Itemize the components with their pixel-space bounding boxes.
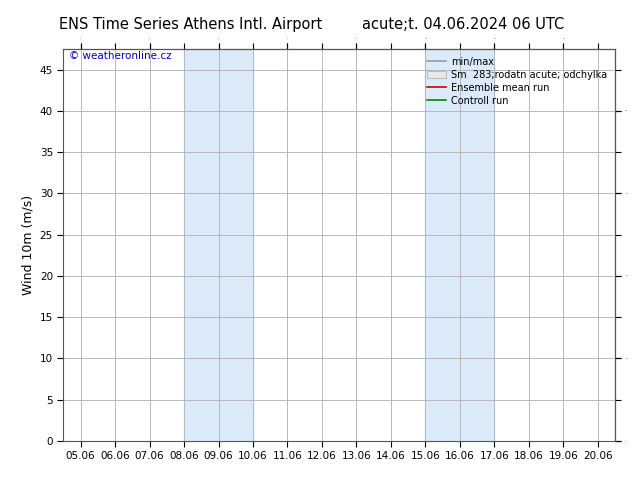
Text: ENS Time Series Athens Intl. Airport: ENS Time Series Athens Intl. Airport	[58, 17, 322, 32]
Legend: min/max, Sm  283;rodatn acute; odchylka, Ensemble mean run, Controll run: min/max, Sm 283;rodatn acute; odchylka, …	[424, 54, 610, 108]
Y-axis label: Wind 10m (m/s): Wind 10m (m/s)	[21, 195, 34, 295]
Text: © weatheronline.cz: © weatheronline.cz	[69, 51, 172, 61]
Text: acute;t. 04.06.2024 06 UTC: acute;t. 04.06.2024 06 UTC	[361, 17, 564, 32]
Bar	[425, 49, 495, 441]
Bar	[184, 49, 253, 441]
